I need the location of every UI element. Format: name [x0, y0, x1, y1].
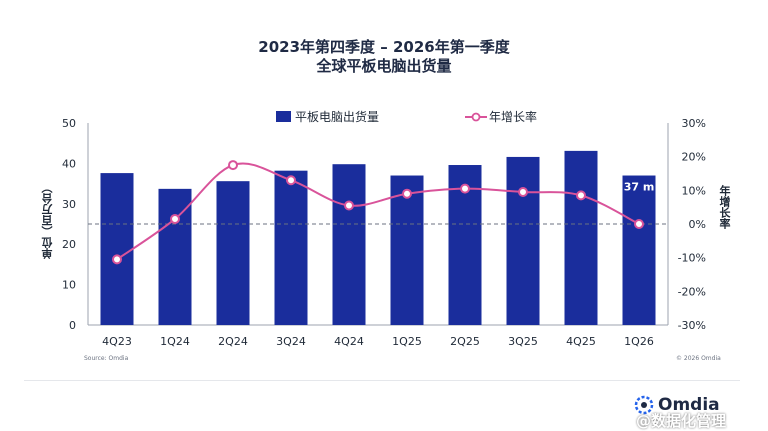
y-left-tick-label: 10 — [62, 279, 76, 292]
growth-point — [576, 190, 586, 201]
y-left-tick-label: 50 — [62, 117, 76, 130]
growth-point — [518, 187, 528, 198]
y-left-tick-label: 30 — [62, 198, 76, 211]
legend-line-label: 年增长率 — [489, 110, 538, 124]
bar — [332, 164, 366, 325]
bar — [274, 170, 308, 325]
y-right-tick-label: -30% — [678, 319, 706, 332]
growth-point — [634, 219, 644, 229]
y-right-tick-label: 20% — [682, 151, 706, 164]
bar — [158, 188, 192, 325]
bar — [622, 175, 656, 325]
growth-line — [116, 162, 640, 261]
bar — [564, 150, 598, 325]
growth-point — [112, 254, 122, 265]
bar — [506, 156, 540, 325]
legend-item-bars: 平板电脑出货量 — [276, 108, 379, 125]
growth-point — [170, 213, 180, 224]
bar — [216, 181, 250, 325]
y-right-tick-label: 30% — [682, 117, 706, 130]
y-left-tick-label: 40 — [62, 157, 76, 170]
growth-point — [460, 183, 470, 194]
legend-bar-swatch — [276, 111, 291, 122]
source-note: Source: Omdia — [84, 355, 129, 362]
x-tick-label: 2Q25 — [450, 335, 480, 348]
x-tick-label: 2Q24 — [218, 335, 248, 348]
y-right-tick-label: 0% — [689, 218, 706, 231]
legend-line-swatch — [465, 112, 488, 121]
x-tick-label: 4Q25 — [566, 335, 596, 348]
omdia-logo-text: Omdia — [658, 395, 720, 415]
y-right-tick-label: 10% — [682, 184, 706, 197]
y-axis-left-label: 单位（百万台） — [41, 182, 54, 259]
y-right-tick-label: -20% — [678, 285, 706, 298]
copyright-note: © 2026 Omdia — [676, 355, 721, 362]
legend-bar-label: 平板电脑出货量 — [295, 110, 380, 124]
x-tick-label: 3Q24 — [276, 335, 306, 348]
y-axis-right-label: 年增长率 — [718, 185, 731, 229]
legend-item-line: 年增长率 — [465, 108, 537, 125]
legend: 平板电脑出货量 年增长率 — [276, 108, 623, 125]
x-tick-label: 1Q25 — [392, 335, 422, 348]
growth-point — [402, 188, 412, 199]
x-tick-label: 1Q26 — [624, 335, 654, 348]
y-left-tick-label: 0 — [69, 319, 76, 332]
divider — [24, 380, 740, 381]
x-tick-label: 1Q24 — [160, 335, 190, 348]
watermark: @数据化管理 — [636, 412, 727, 430]
x-tick-label: 4Q24 — [334, 335, 364, 348]
growth-point — [228, 160, 238, 171]
growth-point — [286, 175, 296, 186]
x-tick-label: 3Q25 — [508, 335, 538, 348]
x-tick-label: 4Q23 — [102, 335, 132, 348]
omdia-logo: Omdia — [634, 395, 720, 415]
bar — [390, 175, 424, 325]
bar-data-label: 37 m — [624, 181, 655, 194]
growth-point — [344, 200, 354, 211]
y-left-tick-label: 20 — [62, 238, 76, 251]
chart-title-line1: 2023年第四季度 – 2026年第一季度 — [258, 38, 510, 56]
chart-title-line2: 全球平板电脑出货量 — [316, 57, 452, 75]
y-right-tick-label: -10% — [678, 252, 706, 265]
bar — [100, 173, 134, 325]
omdia-logo-icon — [634, 395, 654, 415]
